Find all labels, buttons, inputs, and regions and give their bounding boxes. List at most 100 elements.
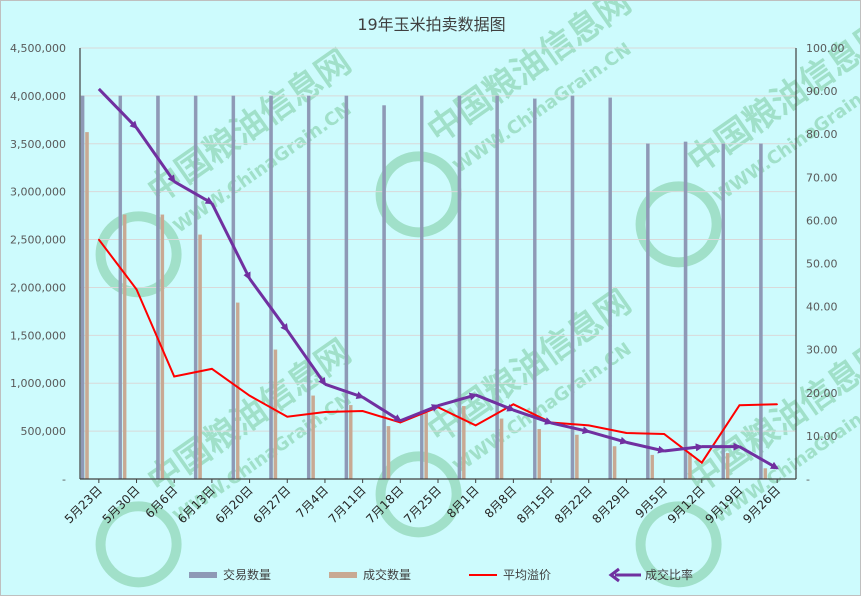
x-tick-label: 8月8日 xyxy=(482,483,520,521)
watermark-logo-ring xyxy=(95,211,182,298)
bar-trade-volume xyxy=(759,143,763,480)
bar-trade-volume xyxy=(118,95,123,480)
bar-deal-volume xyxy=(349,405,353,480)
bar-deal-volume xyxy=(311,395,315,480)
legend-label: 交易数量 xyxy=(223,567,271,582)
chart-title: 19年玉米拍卖数据图 xyxy=(357,15,506,34)
point-average-premium xyxy=(700,461,703,464)
bar-deal-volume xyxy=(763,468,768,480)
point-average-premium xyxy=(135,288,138,291)
y-right-tick-label: 60.00 xyxy=(806,214,838,227)
bar-deal-volume xyxy=(462,406,466,480)
lines-layer xyxy=(97,87,779,470)
watermark-logo-ring xyxy=(375,451,462,538)
arrow-segment-deal-ratio xyxy=(475,393,516,412)
bar-trade-volume xyxy=(457,95,462,480)
bar-deal-volume xyxy=(688,452,692,480)
point-average-premium xyxy=(587,424,590,427)
bar-trade-volume xyxy=(420,95,424,480)
arrow-segment-deal-ratio xyxy=(550,421,591,435)
y-left-tick-label: 1,000,000 xyxy=(10,377,66,390)
y-right-tick-label: 90.00 xyxy=(806,85,838,98)
y-right-tick-label: 80.00 xyxy=(806,128,838,141)
bar-deal-volume xyxy=(85,132,89,480)
point-average-premium xyxy=(361,410,364,412)
bar-deal-volume xyxy=(725,452,730,480)
bar-deal-volume xyxy=(424,412,428,480)
point-average-premium xyxy=(248,394,251,397)
x-tick-label: 8月1日 xyxy=(444,483,482,521)
bar-deal-volume xyxy=(122,214,127,480)
bar-trade-volume xyxy=(382,105,386,480)
point-average-premium xyxy=(512,403,515,406)
y-left-tick-label: 3,500,000 xyxy=(10,138,66,151)
arrow-segment-deal-ratio xyxy=(361,395,403,423)
point-average-premium xyxy=(399,421,402,424)
x-tick-label: 8月15日 xyxy=(514,483,557,526)
bar-trade-volume xyxy=(683,141,688,480)
legend-label: 平均溢价 xyxy=(503,568,551,582)
x-tick-label: 6月27日 xyxy=(250,483,293,526)
y-right-tick-label: 70.00 xyxy=(806,171,838,184)
x-tick-label: 8月29日 xyxy=(589,483,632,526)
legend-average-premium: 平均溢价 xyxy=(469,568,551,582)
arrow-segment-deal-ratio xyxy=(626,440,667,454)
bar-trade-volume xyxy=(495,95,499,480)
legend-swatch xyxy=(329,572,357,578)
y-left-tick-label: 3,000,000 xyxy=(10,186,66,199)
arrow-segment-deal-ratio xyxy=(324,382,365,399)
arrow-segment-deal-ratio xyxy=(210,202,251,281)
arrow-segment-deal-ratio xyxy=(437,392,478,408)
arrow-segment-deal-ratio xyxy=(663,443,704,453)
bar-trade-volume xyxy=(231,95,236,480)
bar-deal-volume xyxy=(235,302,240,480)
legend-deal-ratio: 成交比率 xyxy=(608,567,693,583)
watermark-logo-ring xyxy=(95,501,182,588)
point-average-premium xyxy=(286,415,289,418)
arrow-segment-deal-ratio xyxy=(512,408,553,425)
bar-deal-volume xyxy=(386,426,391,480)
y-right-tick-label: 20.00 xyxy=(806,387,838,400)
x-tick-label: 7月25日 xyxy=(401,483,444,526)
x-tick-label: 7月11日 xyxy=(326,483,369,526)
arrow-segment-deal-ratio xyxy=(588,430,629,445)
arrow-segment-deal-ratio xyxy=(97,87,138,130)
y-left-tick-label: 4,000,000 xyxy=(10,90,66,103)
legend-swatch xyxy=(189,572,217,578)
bar-trade-volume xyxy=(570,95,575,480)
bar-trade-volume xyxy=(608,97,612,480)
bar-trade-volume xyxy=(80,95,85,480)
point-average-premium xyxy=(738,404,741,407)
y-right-tick-label: 30.00 xyxy=(806,344,838,357)
arrow-segment-deal-ratio xyxy=(286,329,327,386)
legend-trade-volume: 交易数量 xyxy=(189,567,271,582)
point-average-premium xyxy=(211,368,213,370)
bar-deal-volume xyxy=(537,429,541,480)
point-average-premium xyxy=(625,432,628,434)
legend-arrowhead xyxy=(608,567,620,583)
bar-trade-volume xyxy=(533,98,537,480)
legend-deal-volume: 成交数量 xyxy=(329,567,411,582)
bar-deal-volume xyxy=(499,418,504,480)
point-average-premium xyxy=(98,238,100,241)
arrow-segment-deal-ratio xyxy=(248,277,289,332)
point-average-premium xyxy=(173,375,176,378)
bar-deal-volume xyxy=(198,234,202,480)
legend-layer: 交易数量 成交数量 平均溢价 成交比率 xyxy=(189,567,693,583)
y-left-tick-label: 1,500,000 xyxy=(10,329,66,342)
point-average-premium xyxy=(663,433,665,435)
bar-trade-volume xyxy=(646,143,650,480)
arrow-segment-deal-ratio xyxy=(173,180,214,205)
y-left-tick-label: - xyxy=(62,473,66,486)
y-left-tick-label: 500,000 xyxy=(21,425,67,438)
y-left-tick-label: 2,000,000 xyxy=(10,281,66,294)
bar-trade-volume xyxy=(193,95,198,480)
point-average-premium xyxy=(324,411,326,413)
y-right-tick-label: 100.00 xyxy=(806,42,845,55)
bar-deal-volume xyxy=(575,434,579,480)
y-right-tick-label: 50.00 xyxy=(806,258,838,271)
